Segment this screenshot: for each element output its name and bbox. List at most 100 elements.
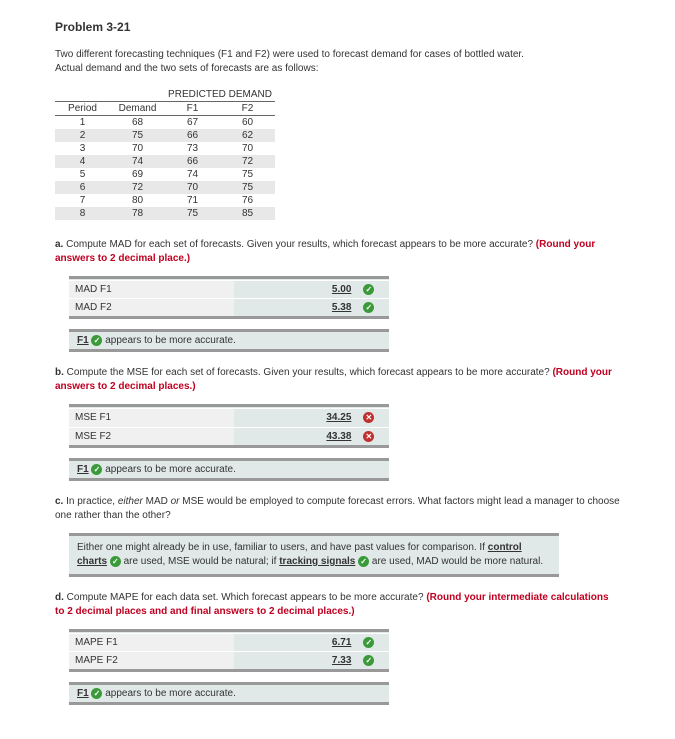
table-cell: 70 (165, 181, 220, 194)
check-icon: ✓ (363, 655, 374, 666)
cross-icon: ✕ (363, 412, 374, 423)
predicted-demand-table: PREDICTED DEMAND Period Demand F1 F2 168… (55, 88, 275, 220)
q-text-p1: In practice, (66, 496, 118, 507)
table-cell: 73 (165, 142, 220, 155)
table-cell: 71 (165, 194, 220, 207)
table-cell: 68 (110, 116, 165, 130)
table-cell: 3 (55, 142, 110, 155)
table-row: 1686760 (55, 116, 275, 130)
result-f: F1 (77, 464, 89, 475)
answer-label: MSE F2 (69, 427, 234, 446)
result-text: appears to be more accurate. (105, 688, 236, 699)
table-row: 2756662 (55, 129, 275, 142)
ans-c-p2: are used, MSE would be natural; if (121, 556, 279, 567)
check-icon: ✓ (358, 556, 369, 567)
table-cell: 75 (220, 168, 275, 181)
table-cell: 75 (165, 207, 220, 220)
table-cell: 76 (220, 194, 275, 207)
intro-line-2: Actual demand and the two sets of foreca… (55, 63, 318, 74)
question-b: b. Compute the MSE for each set of forec… (55, 366, 620, 394)
answer-value: 5.00 (234, 281, 358, 299)
answer-mark: ✓ (357, 633, 389, 651)
intro-text: Two different forecasting techniques (F1… (55, 48, 620, 76)
check-icon: ✓ (363, 302, 374, 313)
result-bar-a: F1 ✓ appears to be more accurate. (69, 329, 389, 352)
q-text: Compute MAD for each set of forecasts. G… (66, 239, 533, 250)
q-letter: c. (55, 496, 63, 507)
question-d: d. Compute MAPE for each data set. Which… (55, 591, 620, 619)
answer-mark: ✓ (357, 281, 389, 299)
table-cell: 70 (110, 142, 165, 155)
table-cell: 67 (165, 116, 220, 130)
q-letter: b. (55, 367, 64, 378)
table-cell: 75 (110, 129, 165, 142)
check-icon: ✓ (91, 335, 102, 346)
answer-table-b: MSE F134.25 ✕ MSE F243.38 ✕ (69, 404, 389, 447)
result-text: appears to be more accurate. (105, 464, 236, 475)
answer-b: MSE F134.25 ✕ MSE F243.38 ✕ (69, 404, 620, 447)
col-f1: F1 (165, 102, 220, 116)
table-row: 6727075 (55, 181, 275, 194)
table-cell: 60 (220, 116, 275, 130)
answer-label: MAPE F1 (69, 633, 234, 651)
table-cell: 5 (55, 168, 110, 181)
result-f: F1 (77, 688, 89, 699)
table-cell: 74 (165, 168, 220, 181)
answer-table-a: MAD F15.00 ✓ MAD F25.38 ✓ (69, 276, 389, 319)
table-cell: 85 (220, 207, 275, 220)
check-icon: ✓ (363, 284, 374, 295)
table-cell: 75 (220, 181, 275, 194)
result-bar-d: F1 ✓ appears to be more accurate. (69, 682, 389, 705)
ans-c-p3: are used, MAD would be more natural. (369, 556, 543, 567)
table-row: 3707370 (55, 142, 275, 155)
problem-title: Problem 3-21 (55, 20, 620, 34)
q-letter: a. (55, 239, 63, 250)
answer-table-d: MAPE F16.71 ✓ MAPE F27.33 ✓ (69, 629, 389, 672)
answer-value: 5.38 (234, 299, 358, 318)
q-text-p2: MAD (143, 496, 171, 507)
result-bar-b: F1 ✓ appears to be more accurate. (69, 458, 389, 481)
table-body: 1686760275666237073704746672569747567270… (55, 116, 275, 221)
table-cell: 7 (55, 194, 110, 207)
table-cell: 66 (165, 129, 220, 142)
table-cell: 66 (165, 155, 220, 168)
table-cell: 70 (220, 142, 275, 155)
table-cell: 78 (110, 207, 165, 220)
table-group-header: PREDICTED DEMAND (165, 88, 275, 102)
answer-c-text: Either one might already be in use, fami… (69, 533, 559, 577)
col-f2: F2 (220, 102, 275, 116)
check-icon: ✓ (91, 688, 102, 699)
keyword-tracking-signals: tracking signals (279, 556, 355, 567)
answer-label: MAPE F2 (69, 651, 234, 670)
check-icon: ✓ (363, 637, 374, 648)
answer-mark: ✕ (357, 427, 389, 446)
table-cell: 6 (55, 181, 110, 194)
answer-label: MSE F1 (69, 409, 234, 427)
q-text-em1: either (118, 496, 143, 507)
table-cell: 72 (220, 155, 275, 168)
table-row: 7807176 (55, 194, 275, 207)
cross-icon: ✕ (363, 431, 374, 442)
table-cell: 1 (55, 116, 110, 130)
table-cell: 62 (220, 129, 275, 142)
answer-label: MAD F1 (69, 281, 234, 299)
answer-mark: ✕ (357, 409, 389, 427)
col-period: Period (55, 102, 110, 116)
answer-mark: ✓ (357, 651, 389, 670)
table-row: 5697475 (55, 168, 275, 181)
question-a: a. Compute MAD for each set of forecasts… (55, 238, 620, 266)
answer-value: 7.33 (234, 651, 358, 670)
answer-a: MAD F15.00 ✓ MAD F25.38 ✓ (69, 276, 620, 319)
table-cell: 2 (55, 129, 110, 142)
answer-value: 6.71 (234, 633, 358, 651)
table-cell: 4 (55, 155, 110, 168)
table-cell: 80 (110, 194, 165, 207)
answer-value: 34.25 (234, 409, 358, 427)
table-cell: 74 (110, 155, 165, 168)
table-row: 4746672 (55, 155, 275, 168)
answer-label: MAD F2 (69, 299, 234, 318)
table-cell: 69 (110, 168, 165, 181)
question-c: c. In practice, either MAD or MSE would … (55, 495, 620, 523)
answer-value: 43.38 (234, 427, 358, 446)
answer-d: MAPE F16.71 ✓ MAPE F27.33 ✓ (69, 629, 620, 672)
